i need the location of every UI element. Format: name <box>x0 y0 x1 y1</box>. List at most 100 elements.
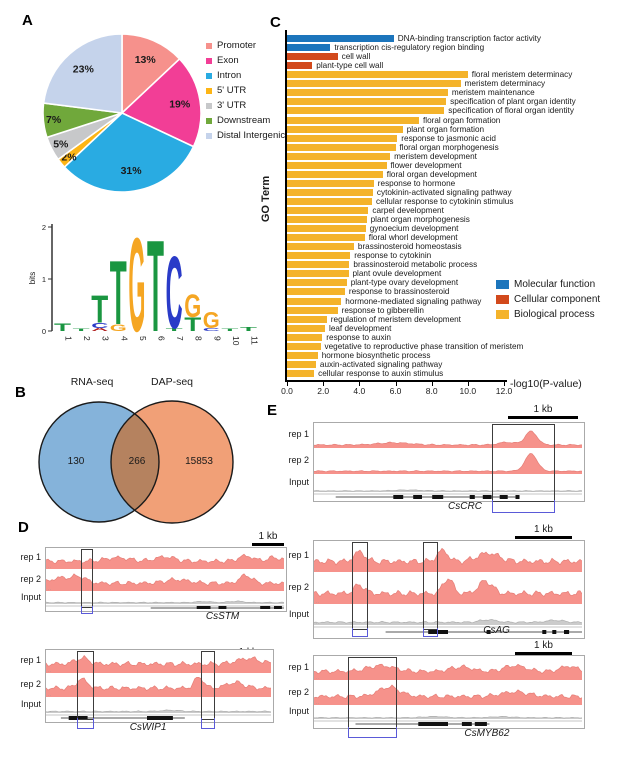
panel-label-b: B <box>15 384 26 401</box>
venn-overlap-count: 266 <box>128 456 146 467</box>
logo-letter: T <box>110 243 127 345</box>
scale-bar <box>508 416 578 419</box>
logo-x-tick-label: 5 <box>138 336 148 341</box>
go-bar <box>287 197 372 205</box>
pie-legend-label: Promoter <box>217 40 257 51</box>
binding-site-highlight-box <box>422 542 438 630</box>
signal-outline <box>46 677 271 691</box>
pie-legend-label: Downstream <box>217 115 271 126</box>
binding-site-bracket <box>348 727 398 738</box>
legend-swatch-icon <box>206 118 212 124</box>
pie-slice <box>42 33 123 114</box>
signal-outline <box>314 715 582 719</box>
panel-label-e: E <box>267 402 278 419</box>
go-legend-item: Cellular component <box>496 294 600 305</box>
signal-outline <box>46 573 284 587</box>
logo-letter: G <box>110 323 127 333</box>
go-x-tick-label: 2.0 <box>317 386 330 396</box>
go-bar <box>287 216 367 223</box>
go-bar <box>287 360 316 368</box>
track-label: Input <box>288 608 309 619</box>
go-term-label: cytokinin-activated signaling pathway <box>376 187 512 197</box>
go-x-tick <box>323 382 325 386</box>
panel-label-d: D <box>18 519 29 536</box>
pie-legend-item: Exon <box>206 55 285 67</box>
legend-swatch-icon <box>206 43 212 49</box>
go-term-label: floral organ morphogenesis <box>399 142 499 152</box>
track-plot: ‥ ‥ ‥ <box>314 430 582 499</box>
legend-swatch-icon <box>496 310 509 319</box>
pie-legend-item: 3' UTR <box>206 100 285 112</box>
go-bar <box>287 152 391 160</box>
go-bar <box>287 351 318 359</box>
go-x-tick <box>395 382 397 386</box>
signal-area <box>314 664 582 680</box>
go-bar <box>287 188 373 196</box>
track-range-mark: ‥ <box>316 714 319 719</box>
go-bar <box>287 53 338 61</box>
go-bar <box>287 288 345 296</box>
go-bar <box>287 98 447 106</box>
logo-x-tick-label: 9 <box>212 336 222 341</box>
signal-outline <box>46 654 271 668</box>
go-x-tick-label: 6.0 <box>389 386 402 396</box>
scale-bar <box>252 543 284 546</box>
signal-area <box>314 489 582 492</box>
go-y-axis-title: GO Term <box>260 175 273 223</box>
go-term-label: meristem development <box>394 151 477 161</box>
pie-legend-item: Intron <box>206 70 285 82</box>
go-term-label: brassinosteroid homeostasis <box>357 242 462 252</box>
go-bar <box>287 161 387 169</box>
go-category-legend: Molecular function Cellular component Biol… <box>496 279 600 324</box>
track-range-mark: ‥ <box>48 599 51 604</box>
track-range-mark: ‥ <box>316 469 319 474</box>
logo-letter: T <box>221 328 238 332</box>
gene-exon <box>218 606 227 609</box>
go-term-label: plant organ morphogenesis <box>370 215 470 224</box>
go-bar <box>287 35 394 42</box>
gene-exon <box>486 630 491 634</box>
go-term-label: DNA-binding transcription factor activit… <box>397 34 542 43</box>
go-legend-label: Molecular function <box>514 279 596 290</box>
logo-letter: A <box>91 327 108 332</box>
legend-swatch-icon <box>206 103 212 109</box>
go-term-label: response to brassinosteroid <box>348 287 450 297</box>
go-legend-item: Biological process <box>496 309 600 320</box>
track-label: rep 2 <box>288 686 309 697</box>
track-range-mark: ‥ <box>48 692 51 697</box>
signal-outline <box>314 578 582 598</box>
go-x-axis-title: -log10(P-value) <box>510 378 582 390</box>
logo-letter: T <box>240 327 257 333</box>
pie-legend-label: Intron <box>217 70 242 81</box>
go-bar <box>287 170 383 178</box>
logo-letter: T <box>54 321 71 333</box>
logo-y-tick-label: 2 <box>42 223 46 232</box>
gene-name-label: CsAG <box>483 625 510 636</box>
binding-site-bracket <box>492 500 555 513</box>
go-bar <box>287 225 366 233</box>
go-term-label: cellular response to cytokinin stimulus <box>376 196 514 206</box>
go-bar <box>287 297 342 305</box>
go-term-label: carpel development <box>372 206 444 215</box>
genomic-feature-pie-chart: 13%19%31%2%5%7%23% <box>42 33 202 193</box>
binding-site-bracket <box>351 628 368 637</box>
go-bar <box>287 80 461 88</box>
logo-x-tick-label: 7 <box>175 336 185 341</box>
logo-x-tick-label: 11 <box>250 336 260 345</box>
gene-exon <box>274 606 282 609</box>
pie-legend-label: 5' UTR <box>217 85 247 96</box>
pie-legend: Promoter Exon Intron 5' UTR 3' UTR Downstream… <box>206 40 285 145</box>
signal-outline <box>314 684 582 700</box>
track-range-mark: ‥ <box>316 487 319 492</box>
track-range-mark: ‥ <box>48 708 51 713</box>
track-range-mark: ‥ <box>316 675 319 680</box>
binding-site-highlight-box <box>81 549 94 608</box>
go-term-label: meristem maintenance <box>451 88 535 98</box>
track-label: rep 1 <box>288 550 309 560</box>
binding-site-highlight-box <box>348 657 398 729</box>
track-label: rep 1 <box>288 429 309 439</box>
signal-outline <box>314 430 582 447</box>
pie-legend-label: 3' UTR <box>217 100 247 111</box>
gene-exon <box>418 722 448 726</box>
